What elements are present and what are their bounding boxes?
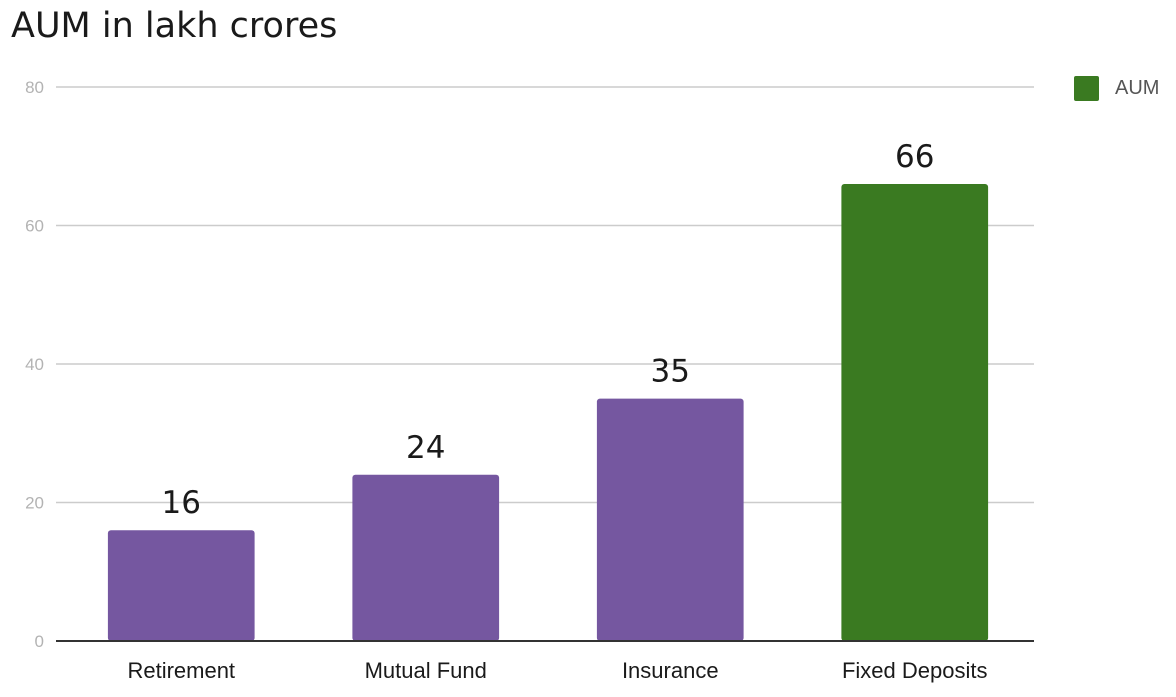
y-axis-ticks: 0 20 40 60 80	[25, 78, 44, 651]
legend: AUM	[1074, 76, 1159, 101]
x-tick-label: Insurance	[622, 658, 719, 683]
bar-mutual-fund	[352, 474, 500, 641]
bar-retirement	[107, 530, 255, 641]
y-tick-label: 60	[25, 217, 44, 236]
chart-title: AUM in lakh crores	[11, 6, 338, 46]
x-tick-label: Retirement	[127, 658, 235, 683]
bar-fixed-deposits	[841, 183, 989, 641]
value-labels: 16 24 35 66	[162, 139, 935, 521]
y-tick-label: 0	[35, 632, 44, 651]
bar-insurance	[596, 398, 744, 641]
x-tick-label: Fixed Deposits	[842, 658, 988, 683]
legend-label: AUM	[1115, 77, 1160, 99]
y-tick-label: 40	[25, 355, 44, 374]
y-tick-label: 80	[25, 78, 44, 97]
value-label: 24	[406, 430, 445, 466]
y-tick-label: 20	[25, 494, 44, 513]
legend-swatch	[1074, 76, 1099, 101]
bars	[107, 183, 989, 641]
category-labels: Retirement Mutual Fund Insurance Fixed Depo…	[127, 658, 987, 683]
value-label: 16	[162, 485, 201, 521]
value-label: 66	[895, 139, 934, 175]
x-tick-label: Mutual Fund	[365, 658, 487, 683]
value-label: 35	[651, 354, 690, 390]
